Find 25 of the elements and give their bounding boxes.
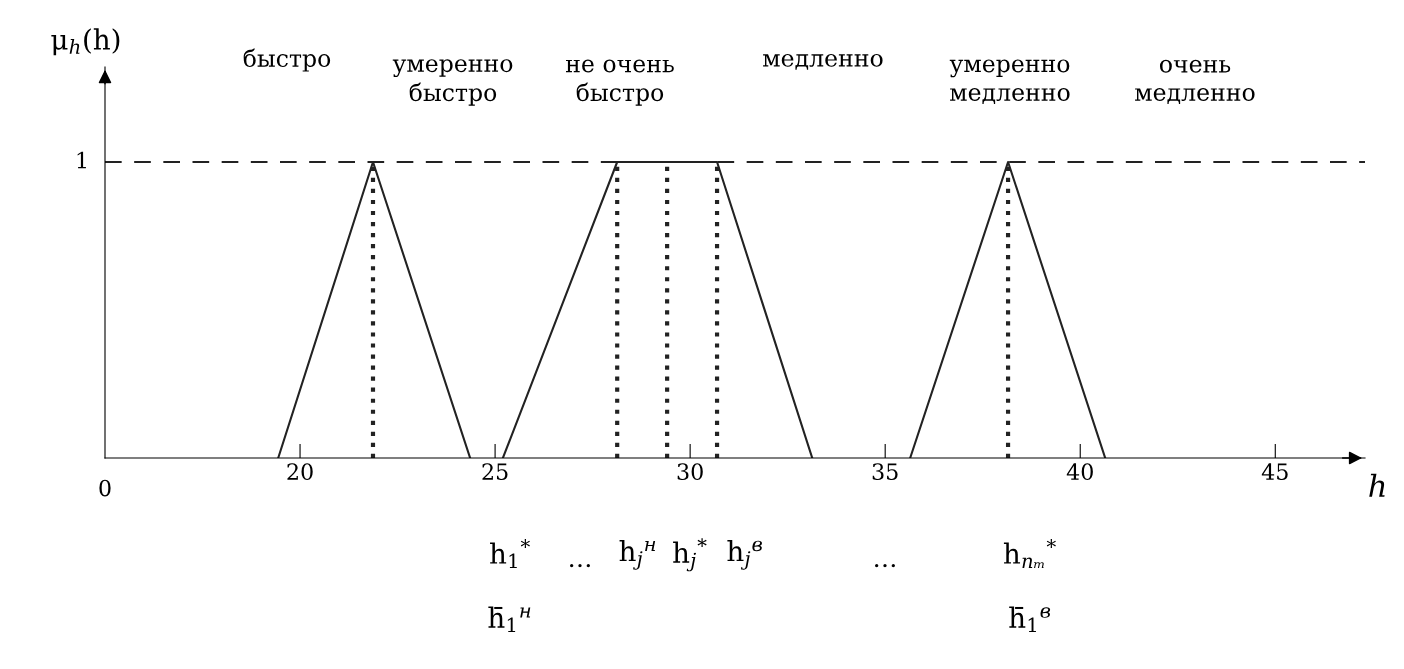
text: очень медленно (1135, 59, 1255, 104)
x-tick-label: 45 (1261, 463, 1288, 481)
y-axis-title: μ$_{h}$(h) (51, 28, 120, 56)
text: не очень быстро (566, 59, 674, 106)
text: h$_{j}$$^{в}$ (727, 540, 762, 570)
text: h$_{j}$$^{н}$ (619, 540, 656, 570)
text: умеренно медленно (949, 59, 1070, 104)
text: h$_{nₘ}$$^{*}$ (1003, 539, 1056, 569)
x-tick-label: 30 (677, 463, 703, 481)
text: … (875, 563, 895, 568)
text: умеренно быстро (392, 59, 513, 106)
text: … (570, 563, 590, 568)
text: медленно (763, 53, 883, 70)
text: быстро (243, 48, 331, 72)
text: 0 (99, 479, 111, 497)
text: h$_{j}$$^{*}$ (673, 538, 707, 572)
x-axis-title: h (1369, 473, 1385, 497)
text: h̄$_{1}$$^{н}$ (488, 606, 531, 632)
x-tick-label: 20 (287, 463, 313, 481)
x-tick-label: 25 (482, 463, 508, 481)
text: h$_{1}$$^{*}$ (490, 539, 530, 568)
text: h̄$_{1}$$^{в}$ (1009, 606, 1051, 632)
x-tick-label: 35 (872, 463, 898, 481)
text: 1 (77, 151, 86, 169)
x-tick-label: 40 (1066, 463, 1093, 481)
